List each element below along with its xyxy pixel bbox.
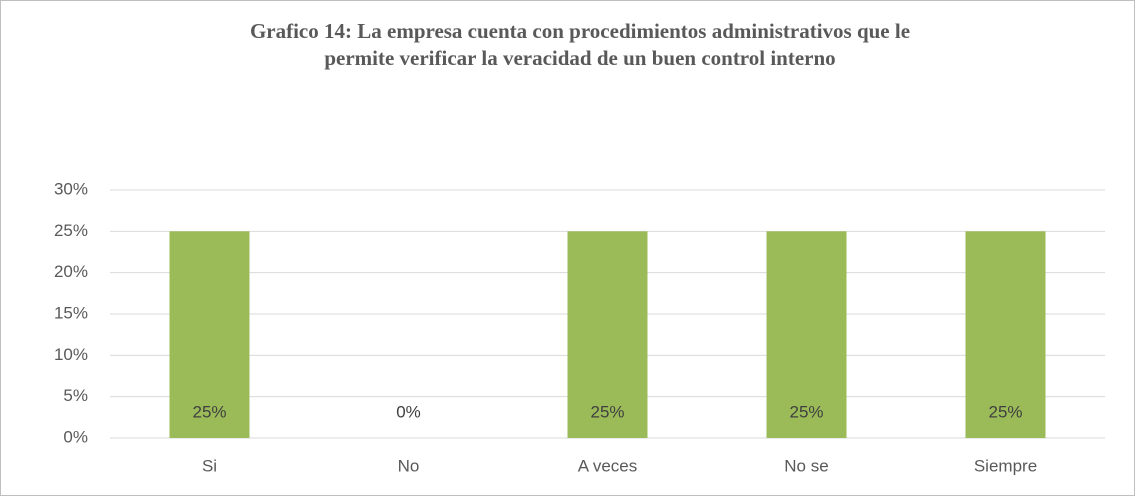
data-label: 25% bbox=[988, 402, 1022, 421]
y-tick-label: 20% bbox=[54, 262, 88, 281]
y-tick-label: 10% bbox=[54, 345, 88, 364]
x-tick-label: No se bbox=[784, 456, 828, 475]
y-tick-label: 30% bbox=[54, 179, 88, 198]
y-tick-label: 0% bbox=[63, 427, 88, 446]
y-tick-label: 5% bbox=[63, 386, 88, 405]
chart-title: permite verificar la veracidad de un bue… bbox=[324, 46, 835, 70]
x-tick-label: A veces bbox=[578, 456, 638, 475]
data-label: 25% bbox=[192, 402, 226, 421]
y-tick-label: 25% bbox=[54, 221, 88, 240]
bar bbox=[169, 231, 250, 438]
x-tick-label: Siempre bbox=[974, 456, 1037, 475]
y-tick-label: 15% bbox=[54, 303, 88, 322]
x-tick-label: No bbox=[398, 456, 420, 475]
bar bbox=[567, 231, 648, 438]
x-tick-label: Si bbox=[202, 456, 217, 475]
data-label: 25% bbox=[789, 402, 823, 421]
bar bbox=[766, 231, 847, 438]
bar bbox=[965, 231, 1046, 438]
data-label: 0% bbox=[396, 402, 421, 421]
data-label: 25% bbox=[590, 402, 624, 421]
chart-title: Grafico 14: La empresa cuenta con proced… bbox=[250, 19, 910, 43]
